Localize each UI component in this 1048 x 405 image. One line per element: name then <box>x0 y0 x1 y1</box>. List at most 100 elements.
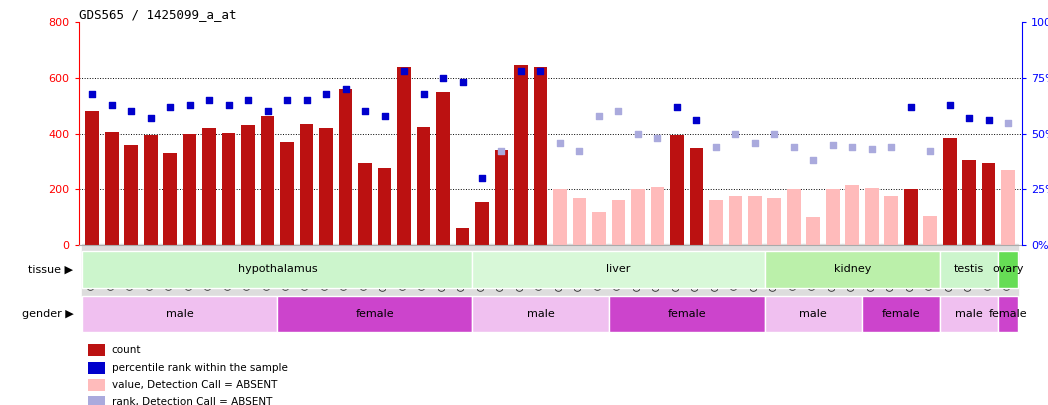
Text: male: male <box>800 309 827 319</box>
Bar <box>592 211 606 245</box>
Point <box>279 97 296 104</box>
Bar <box>690 147 703 245</box>
Point <box>707 144 724 150</box>
Bar <box>572 198 586 245</box>
Bar <box>339 89 352 245</box>
Point <box>785 144 802 150</box>
Point <box>181 102 198 108</box>
Bar <box>651 187 664 245</box>
Bar <box>202 128 216 245</box>
Point <box>630 130 647 137</box>
Point <box>318 90 334 97</box>
Bar <box>300 124 313 245</box>
Text: male: male <box>166 309 194 319</box>
Point <box>825 142 842 148</box>
Bar <box>982 163 996 245</box>
Text: count: count <box>111 345 141 355</box>
Text: gender ▶: gender ▶ <box>22 309 73 319</box>
Bar <box>105 132 118 245</box>
Bar <box>787 190 801 245</box>
Point <box>123 108 139 115</box>
Point <box>415 90 432 97</box>
Text: kidney: kidney <box>833 264 871 274</box>
Point <box>337 86 354 92</box>
Bar <box>515 66 528 245</box>
Bar <box>397 67 411 245</box>
Bar <box>473 296 609 332</box>
Bar <box>456 228 470 245</box>
Bar <box>962 160 976 245</box>
Text: female: female <box>355 309 394 319</box>
Bar <box>473 251 765 288</box>
Bar <box>86 111 100 245</box>
Point <box>240 97 257 104</box>
Point <box>727 130 744 137</box>
Bar <box>767 198 781 245</box>
Bar <box>999 251 1018 288</box>
Point <box>844 144 860 150</box>
Text: hypothalamus: hypothalamus <box>238 264 318 274</box>
Bar <box>261 116 275 245</box>
Point <box>590 113 607 119</box>
Bar <box>631 190 645 245</box>
Point <box>551 139 568 146</box>
Point <box>571 148 588 155</box>
Point <box>532 68 549 75</box>
Bar <box>495 150 508 245</box>
Bar <box>83 251 473 288</box>
Bar <box>940 296 999 332</box>
Bar <box>1001 170 1014 245</box>
Point <box>356 108 373 115</box>
Text: female: female <box>881 309 920 319</box>
Text: rank, Detection Call = ABSENT: rank, Detection Call = ABSENT <box>111 397 272 405</box>
Point <box>512 68 529 75</box>
Point <box>941 102 958 108</box>
Bar <box>923 216 937 245</box>
Bar <box>278 296 473 332</box>
Bar <box>83 296 278 332</box>
Text: liver: liver <box>606 264 631 274</box>
Bar <box>320 128 333 245</box>
Bar <box>943 138 957 245</box>
Bar <box>670 135 683 245</box>
Bar <box>222 133 236 245</box>
Text: ovary: ovary <box>992 264 1024 274</box>
Bar <box>846 185 859 245</box>
Bar <box>533 67 547 245</box>
Bar <box>88 344 105 356</box>
Point <box>1000 119 1017 126</box>
Point <box>435 75 452 81</box>
Bar <box>358 163 372 245</box>
Text: tissue ▶: tissue ▶ <box>28 264 73 274</box>
Bar <box>280 142 293 245</box>
Text: value, Detection Call = ABSENT: value, Detection Call = ABSENT <box>111 380 277 390</box>
Point <box>805 157 822 164</box>
Bar <box>88 362 105 373</box>
Bar <box>88 379 105 391</box>
Point <box>687 117 704 124</box>
Bar <box>903 190 918 245</box>
Bar <box>940 251 999 288</box>
Point <box>494 148 510 155</box>
Text: female: female <box>989 309 1027 319</box>
Bar <box>865 188 878 245</box>
Point <box>882 144 899 150</box>
Point <box>610 108 627 115</box>
Point <box>669 104 685 110</box>
Text: male: male <box>526 309 554 319</box>
Bar <box>241 125 255 245</box>
Point <box>396 68 413 75</box>
Bar <box>475 202 488 245</box>
Point <box>259 108 276 115</box>
Bar <box>436 92 450 245</box>
Text: male: male <box>956 309 983 319</box>
Bar <box>709 200 723 245</box>
Bar <box>553 190 567 245</box>
Point <box>454 79 471 86</box>
Text: female: female <box>668 309 706 319</box>
Bar <box>182 134 196 245</box>
Point <box>474 175 490 181</box>
Point <box>922 148 939 155</box>
Bar <box>125 145 138 245</box>
Text: GDS565 / 1425099_a_at: GDS565 / 1425099_a_at <box>79 8 236 21</box>
